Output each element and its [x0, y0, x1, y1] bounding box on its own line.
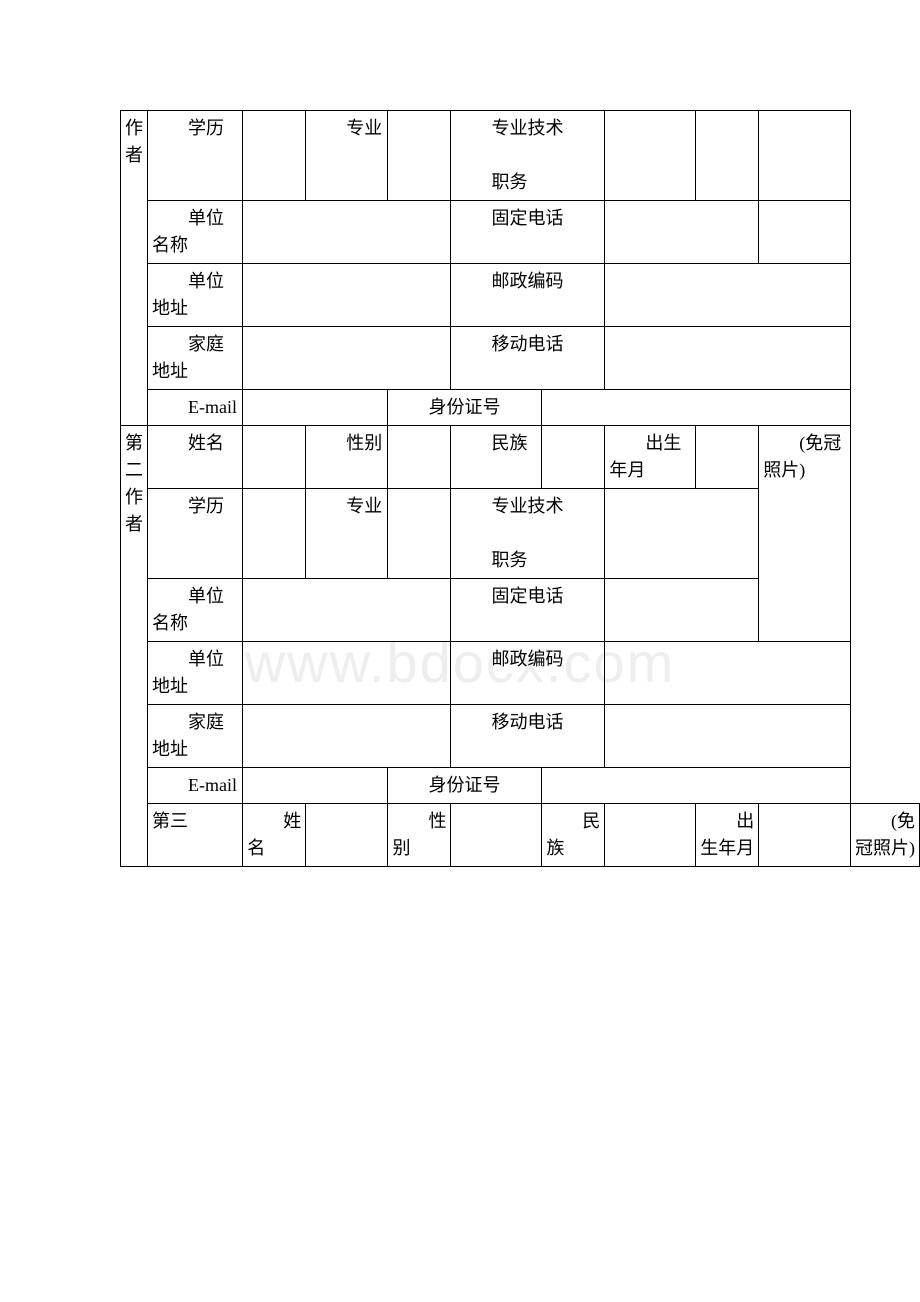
label-postcode: 邮政编码	[451, 264, 605, 327]
cell-a3-birth	[759, 804, 851, 867]
cell-a1-landline-ext	[759, 201, 851, 264]
cell-a1-home-addr	[243, 327, 451, 390]
cell-a1-email	[243, 390, 388, 426]
label-education-a2: 学历	[148, 489, 243, 579]
cell-a2-name	[243, 426, 306, 489]
label-org-addr-a2: 单位地址	[148, 642, 243, 705]
label-landline-a2: 固定电话	[451, 579, 605, 642]
label-mobile-a2: 移动电话	[451, 705, 605, 768]
page-container: www.bdocx.com 作者 学历 专业 专业技术职务	[0, 0, 920, 1302]
label-id-no: 身份证号	[388, 390, 542, 426]
label-id-no-a2: 身份证号	[388, 768, 542, 804]
label-name-a2: 姓名	[148, 426, 243, 489]
cell-a2-gender	[388, 426, 451, 489]
form-table: 作者 学历 专业 专业技术职务 单位名称 固定电话 单位地址 邮政编码 家庭地址	[120, 110, 920, 867]
cell-a2-org-addr	[243, 642, 451, 705]
cell-a1-org-name	[243, 201, 451, 264]
label-gender-a2: 性别	[306, 426, 388, 489]
cell-a2-photo: (免冠照片)	[759, 426, 851, 642]
label-pro-title: 专业技术职务	[451, 111, 605, 201]
section-author3: 第三	[148, 804, 243, 867]
cell-a2-pro-title	[605, 489, 759, 579]
label-email-a2: E-mail	[148, 768, 243, 804]
section-author1-suffix: 作者	[121, 111, 148, 426]
cell-a1-pro-title	[605, 111, 696, 201]
label-birth-a2: 出生年月	[605, 426, 696, 489]
cell-a2-org-name	[243, 579, 451, 642]
label-landline: 固定电话	[451, 201, 605, 264]
label-home-addr: 家庭地址	[148, 327, 243, 390]
cell-a2-birth	[696, 426, 759, 489]
cell-a3-name	[306, 804, 388, 867]
cell-a1-education	[243, 111, 306, 201]
cell-a1-photo-ext2	[759, 111, 851, 201]
label-birth-a3: 出生年月	[696, 804, 759, 867]
label-home-addr-a2: 家庭地址	[148, 705, 243, 768]
cell-a1-landline	[605, 201, 759, 264]
cell-a1-postcode	[605, 264, 851, 327]
label-ethnicity-a3: 民族	[542, 804, 605, 867]
cell-a2-landline	[605, 579, 759, 642]
cell-a2-ethnicity	[542, 426, 605, 489]
cell-a3-photo: (免冠照片)	[851, 804, 920, 867]
cell-a1-org-addr	[243, 264, 451, 327]
cell-a1-photo-ext1	[696, 111, 759, 201]
cell-a1-mobile	[605, 327, 851, 390]
label-org-name-a2: 单位名称	[148, 579, 243, 642]
cell-a2-email	[243, 768, 388, 804]
label-major: 专业	[306, 111, 388, 201]
label-ethnicity-a2: 民族	[451, 426, 542, 489]
label-pro-title-a2: 专业技术职务	[451, 489, 605, 579]
cell-a2-postcode	[605, 642, 851, 705]
label-education: 学历	[148, 111, 243, 201]
cell-a3-ethnicity	[605, 804, 696, 867]
cell-a1-major	[388, 111, 451, 201]
cell-a3-gender	[451, 804, 542, 867]
cell-a2-mobile	[605, 705, 851, 768]
label-email: E-mail	[148, 390, 243, 426]
cell-a2-major	[388, 489, 451, 579]
cell-a2-id-no	[542, 768, 851, 804]
label-org-addr: 单位地址	[148, 264, 243, 327]
cell-a1-id-no	[542, 390, 851, 426]
label-postcode-a2: 邮政编码	[451, 642, 605, 705]
cell-a2-home-addr	[243, 705, 451, 768]
cell-a2-education	[243, 489, 306, 579]
section-author2: 第二作者	[121, 426, 148, 867]
label-mobile: 移动电话	[451, 327, 605, 390]
label-gender-a3: 性别	[388, 804, 451, 867]
label-org-name: 单位名称	[148, 201, 243, 264]
label-major-a2: 专业	[306, 489, 388, 579]
label-name-a3: 姓名	[243, 804, 306, 867]
